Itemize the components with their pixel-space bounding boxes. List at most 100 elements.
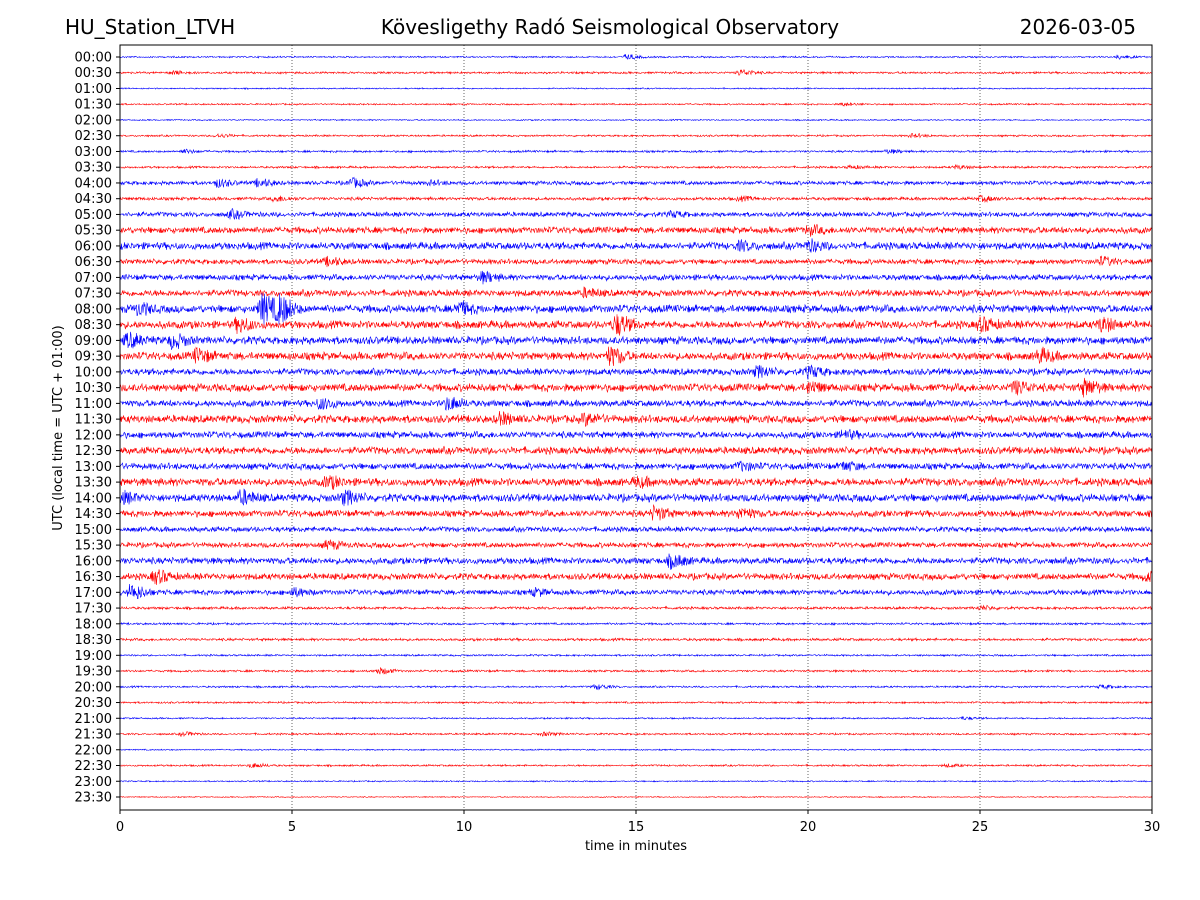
trace-row <box>119 69 1153 76</box>
trace-row <box>119 163 1153 170</box>
chart-title: Kövesligethy Radó Seismological Observat… <box>380 15 840 39</box>
x-tick-label: 30 <box>1144 820 1161 835</box>
y-tick-label: 08:30 <box>75 318 112 333</box>
y-tick-label: 23:30 <box>75 791 112 806</box>
y-tick-label: 04:30 <box>75 192 112 207</box>
y-tick-label: 20:00 <box>75 680 112 695</box>
y-tick-label: 13:00 <box>75 460 112 475</box>
trace-row <box>119 377 1153 398</box>
y-tick-label: 23:00 <box>75 775 112 790</box>
y-tick-label: 01:30 <box>75 98 112 113</box>
y-tick-label: 18:00 <box>75 617 112 632</box>
y-tick-label: 05:00 <box>75 208 112 223</box>
y-tick-label: 06:30 <box>75 255 112 270</box>
y-tick-label: 00:00 <box>75 51 112 66</box>
trace-row <box>119 445 1153 456</box>
x-tick-label: 5 <box>288 820 296 835</box>
trace-row <box>119 238 1153 253</box>
trace-row <box>119 133 1153 139</box>
x-axis: 0 5 10 15 20 25 30 <box>116 810 1160 835</box>
y-tick-label: 02:30 <box>75 129 112 144</box>
y-tick-label: 03:30 <box>75 161 112 176</box>
y-tick-label: 19:00 <box>75 649 112 664</box>
trace-row <box>119 101 1153 107</box>
trace-row <box>119 410 1153 427</box>
trace-row <box>119 636 1153 643</box>
y-tick-label: 07:30 <box>75 287 112 302</box>
y-tick-label: 01:00 <box>75 82 112 97</box>
y-tick-label: 19:30 <box>75 665 112 680</box>
trace-row <box>119 87 1153 90</box>
trace-row <box>119 223 1153 237</box>
trace-row <box>119 428 1153 441</box>
y-tick-label: 16:30 <box>75 570 112 585</box>
y-tick-label: 06:00 <box>75 239 112 254</box>
trace-row <box>119 503 1153 521</box>
x-tick-label: 25 <box>972 820 989 835</box>
trace-row <box>119 331 1153 350</box>
trace-row <box>119 762 1153 768</box>
trace-row <box>119 779 1153 783</box>
y-tick-label: 21:00 <box>75 712 112 727</box>
y-axis-label: UTC (local time = UTC + 01:00) <box>51 325 66 530</box>
y-tick-label: 09:30 <box>75 350 112 365</box>
y-tick-label: 14:00 <box>75 491 112 506</box>
y-tick-label: 15:30 <box>75 539 112 554</box>
trace-row <box>119 684 1153 691</box>
trace-row <box>119 700 1153 705</box>
trace-row <box>119 731 1153 738</box>
trace-row <box>119 553 1153 570</box>
trace-row <box>119 666 1153 675</box>
trace-row <box>119 488 1153 507</box>
trace-row <box>119 621 1153 626</box>
y-tick-label: 04:00 <box>75 176 112 191</box>
y-axis: 00:0000:3001:0001:3002:0002:3003:0003:30… <box>75 51 120 806</box>
y-tick-label: 22:30 <box>75 759 112 774</box>
trace-row <box>119 292 1153 325</box>
y-tick-label: 12:30 <box>75 444 112 459</box>
y-tick-label: 10:00 <box>75 365 112 380</box>
station-name: HU_Station_LTVH <box>65 15 236 39</box>
y-tick-label: 09:00 <box>75 334 112 349</box>
x-axis-label: time in minutes <box>585 839 687 854</box>
y-tick-label: 12:00 <box>75 428 112 443</box>
trace-row <box>119 255 1153 268</box>
y-tick-label: 17:00 <box>75 586 112 601</box>
y-tick-label: 00:30 <box>75 66 112 81</box>
trace-row <box>119 207 1153 221</box>
y-tick-label: 10:30 <box>75 381 112 396</box>
trace-row <box>119 270 1153 285</box>
y-tick-label: 07:00 <box>75 271 112 286</box>
trace-row <box>119 53 1153 60</box>
traces <box>119 53 1153 799</box>
trace-row <box>119 176 1153 188</box>
y-tick-label: 21:30 <box>75 728 112 743</box>
trace-row <box>119 539 1153 550</box>
y-tick-label: 03:00 <box>75 145 112 160</box>
trace-row <box>119 653 1153 658</box>
y-tick-label: 20:30 <box>75 696 112 711</box>
y-tick-label: 18:30 <box>75 633 112 648</box>
trace-row <box>119 475 1153 490</box>
trace-row <box>119 364 1153 380</box>
trace-row <box>119 525 1153 534</box>
trace-row <box>119 583 1153 600</box>
y-tick-label: 02:00 <box>75 113 112 128</box>
y-tick-label: 08:00 <box>75 302 112 317</box>
trace-row <box>119 748 1153 752</box>
y-tick-label: 17:30 <box>75 602 112 617</box>
y-tick-label: 15:00 <box>75 523 112 538</box>
trace-row <box>119 118 1153 122</box>
trace-row <box>119 314 1153 336</box>
trace-row <box>119 460 1153 473</box>
trace-row <box>119 194 1153 203</box>
trace-row <box>119 569 1153 585</box>
x-tick-label: 15 <box>628 820 645 835</box>
y-tick-label: 05:30 <box>75 224 112 239</box>
trace-row <box>120 795 1153 799</box>
y-tick-label: 13:30 <box>75 476 112 491</box>
trace-row <box>119 346 1153 367</box>
y-tick-label: 16:00 <box>75 554 112 569</box>
trace-row <box>119 286 1153 299</box>
